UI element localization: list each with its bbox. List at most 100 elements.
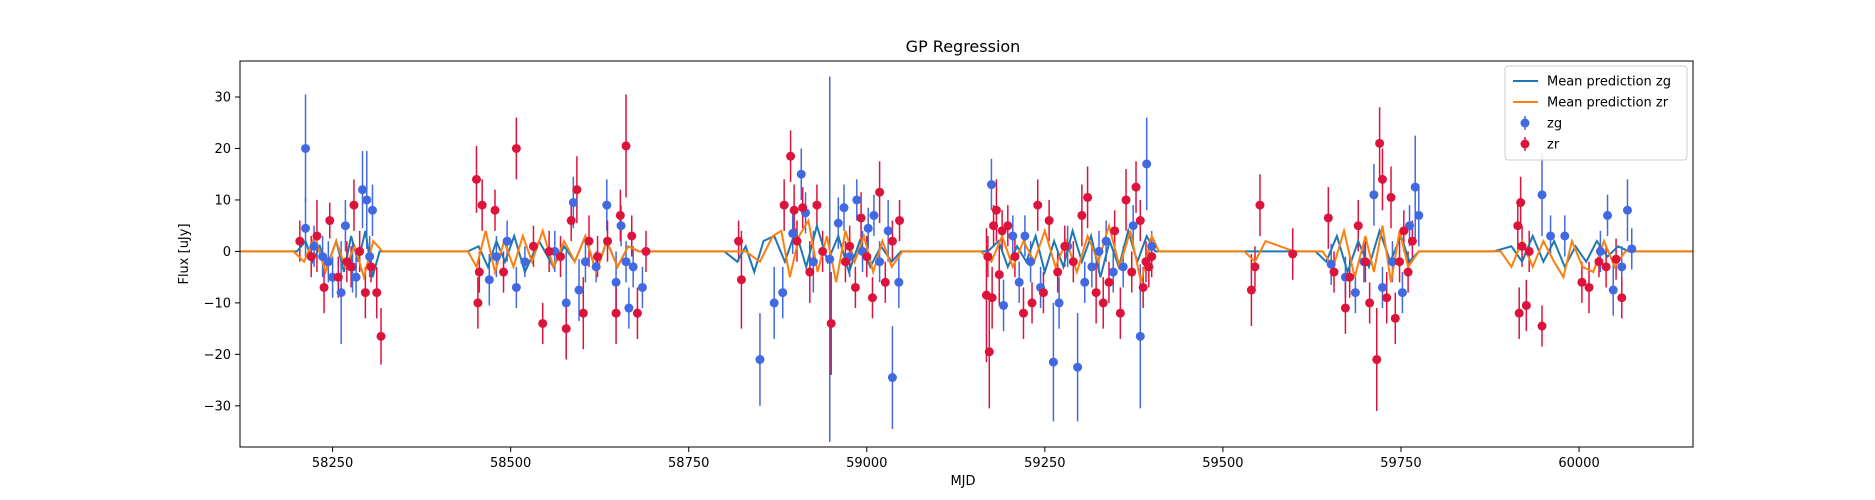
y-tick-label: 10 [214, 193, 231, 208]
zr-point [474, 267, 484, 277]
zr-point [490, 205, 500, 215]
zr-point [1131, 182, 1141, 192]
zr-point [615, 210, 625, 220]
plot-frame [239, 60, 1694, 448]
zg-point [574, 285, 584, 295]
zr-point [349, 200, 359, 210]
zg-point [1608, 285, 1618, 295]
zg-point [491, 252, 501, 262]
zg-point [1073, 362, 1083, 372]
zr-point [1353, 221, 1363, 231]
zg-point [999, 300, 1009, 310]
zr-point [1135, 216, 1145, 226]
zr-point [1138, 282, 1148, 292]
zg-point [863, 223, 873, 233]
zg-point [1546, 231, 1556, 241]
zg-point [520, 257, 530, 267]
zr-point [1127, 267, 1137, 277]
zr-point [1147, 252, 1157, 262]
line-mean-prediction-zr [240, 217, 1693, 283]
zr-point [603, 236, 613, 246]
zg-point [1080, 277, 1090, 287]
zr-point [1399, 226, 1409, 236]
zr-point [561, 324, 571, 334]
zg-point [340, 221, 350, 231]
zr-point [1104, 277, 1114, 287]
zr-point [1246, 285, 1256, 295]
zg-point [825, 254, 835, 264]
zg-point [358, 185, 368, 195]
zg-point [637, 282, 647, 292]
zr-point [538, 318, 548, 328]
zr-point [792, 236, 802, 246]
zr-point [578, 308, 588, 318]
zr-point [1144, 262, 1154, 272]
zr-point [1372, 355, 1382, 365]
zg-point [1603, 210, 1613, 220]
zg-point [1537, 190, 1547, 200]
legend-label: Mean prediction zg [1547, 75, 1671, 90]
zg-point [1369, 190, 1379, 200]
zg-point [986, 180, 996, 190]
zg-point [796, 169, 806, 179]
zg-point [561, 298, 571, 308]
zr-point [473, 298, 483, 308]
legend-label: zr [1547, 138, 1560, 153]
x-tick-label: 59250 [1024, 456, 1065, 471]
zg-point [1108, 267, 1118, 277]
zg-point [1410, 182, 1420, 192]
zr-point [1098, 298, 1108, 308]
zg-point [833, 218, 843, 228]
zr-point [1375, 138, 1385, 148]
zr-point [1377, 174, 1387, 184]
zr-point [736, 275, 746, 285]
y-tick-label: −20 [204, 348, 231, 363]
zg-point [808, 257, 818, 267]
zr-point [997, 226, 1007, 236]
zr-point [611, 308, 621, 318]
zg-point [602, 200, 612, 210]
zg-point [367, 205, 377, 215]
zg-point [852, 195, 862, 205]
zg-point [1560, 231, 1570, 241]
zr-point [528, 241, 538, 251]
zr-point [1395, 257, 1405, 267]
legend-label: Mean prediction zr [1547, 96, 1669, 111]
zg-point [591, 262, 601, 272]
zg-point [1048, 357, 1058, 367]
zr-point [994, 270, 1004, 280]
y-tick-label: 0 [223, 245, 231, 260]
zr-point [1044, 216, 1054, 226]
zr-point [627, 231, 637, 241]
zg-point [616, 221, 626, 231]
zg-point [362, 195, 372, 205]
zg-point [894, 277, 904, 287]
y-tick-label: −10 [204, 296, 231, 311]
zg-point [1147, 241, 1157, 251]
zg-point [628, 262, 638, 272]
zg-point [755, 355, 765, 365]
zr-point [319, 282, 329, 292]
zg-point [1377, 282, 1387, 292]
zr-point [1010, 252, 1020, 262]
x-axis-label: MJD [950, 474, 975, 489]
zg-point [301, 143, 311, 153]
zr-point [499, 267, 509, 277]
zg-point [611, 277, 621, 287]
zr-point [779, 200, 789, 210]
zr-point [544, 246, 554, 256]
zr-point [1617, 293, 1627, 303]
zg-point [1326, 259, 1336, 269]
y-axis: −30 −20 −10 0 10 20 30 [204, 91, 240, 414]
zr-point [1110, 226, 1120, 236]
zr-point [346, 262, 356, 272]
zr-point [1018, 308, 1028, 318]
zr-point [360, 288, 370, 298]
zr-point [786, 151, 796, 161]
zr-point [1329, 267, 1339, 277]
zr-point [1115, 308, 1125, 318]
zg-point [511, 282, 521, 292]
zr-point [1513, 221, 1523, 231]
zg-point [839, 203, 849, 213]
zr-point [1584, 282, 1594, 292]
